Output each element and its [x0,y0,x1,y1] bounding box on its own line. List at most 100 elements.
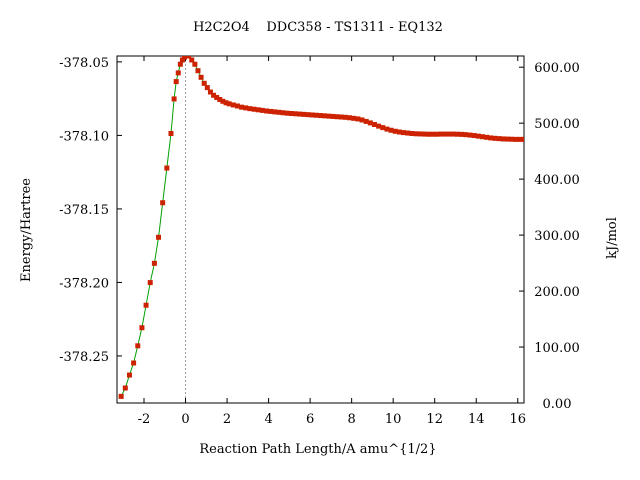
data-point [198,74,204,80]
y2-tick-label: 300.00 [534,229,580,244]
data-point [151,260,157,266]
data-point [388,127,394,133]
data-point [421,131,427,137]
data-point [401,130,407,136]
data-point [492,135,498,141]
y2-axis-label: kJ/mol [605,217,620,259]
data-point [446,131,452,137]
data-point [301,111,307,117]
data-point [442,131,448,137]
data-point [330,113,336,119]
data-point [139,325,145,331]
data-point [367,120,373,126]
data-point [322,113,328,119]
y-tick-label: -378.10 [59,129,109,144]
data-point [179,57,185,63]
data-point [226,101,232,107]
data-point [376,123,382,129]
data-point [500,136,506,142]
data-point [147,280,153,286]
data-point [192,61,198,67]
data-point [305,112,311,118]
y-tick-label: -378.25 [59,350,109,365]
data-point [243,105,249,111]
data-point [347,115,353,121]
data-point [126,372,132,378]
data-point [334,114,340,120]
data-point [175,70,181,76]
data-point [396,129,402,135]
data-point [417,131,423,137]
data-point [214,94,220,100]
data-point [280,110,286,116]
y2-tick-label: 400.00 [534,173,580,188]
data-point [496,136,502,142]
data-point [255,107,261,113]
series-layer [118,56,524,399]
data-point [425,131,431,137]
data-point [467,132,473,138]
data-point [217,97,223,103]
data-point [413,131,419,137]
x-axis-ticks: -2 0 2 4 6 8 10 12 14 16 [138,56,526,427]
data-point [488,135,494,141]
data-point [455,131,461,137]
data-point [450,131,456,137]
y2-tick-label: 200.00 [534,285,580,300]
plot-frame [116,55,525,404]
data-point [259,107,265,113]
data-point [351,115,357,121]
data-point [183,56,189,59]
data-point [430,131,436,137]
data-point [517,136,523,142]
y2-tick-label: 600.00 [534,61,580,76]
data-point [230,102,236,108]
data-point [131,360,137,366]
data-point [318,113,323,119]
y-tick-label: -378.05 [59,56,109,71]
data-point [264,108,270,114]
data-point [309,112,315,118]
data-point [201,80,207,86]
data-point [293,111,299,117]
x-tick-label: 12 [426,412,443,427]
data-point [276,109,282,115]
x-tick-label: 16 [509,412,526,427]
data-point [195,68,201,74]
data-point [173,79,179,85]
data-point [475,133,481,139]
data-point [156,234,162,240]
data-point [251,106,257,112]
data-point [171,96,177,102]
data-point [223,100,229,106]
x-tick-label: 4 [264,412,272,427]
data-point [338,114,344,120]
data-point [164,165,170,171]
x-tick-label: 10 [385,412,402,427]
data-point [204,85,210,91]
data-point [177,61,183,67]
data-point [342,114,348,120]
data-point [434,131,440,137]
data-point [471,133,477,139]
data-point [135,343,141,349]
data-point [355,116,361,122]
data-point [118,393,124,399]
data-point [484,134,490,140]
data-point [268,108,274,114]
y2-tick-label: 500.00 [534,117,580,132]
x-tick-label: 6 [306,412,314,427]
x-tick-label: 14 [468,412,485,427]
data-point [143,302,149,308]
data-point [479,134,485,140]
data-point [247,106,253,112]
data-point [239,104,245,110]
data-point [207,89,213,95]
y-tick-label: -378.20 [59,276,109,291]
data-point [220,98,226,104]
data-point [297,111,303,117]
data-point [186,56,192,59]
data-point [168,130,174,136]
y-axis-label: Energy/Hartree [19,178,34,282]
x-tick-label: 2 [223,412,231,427]
